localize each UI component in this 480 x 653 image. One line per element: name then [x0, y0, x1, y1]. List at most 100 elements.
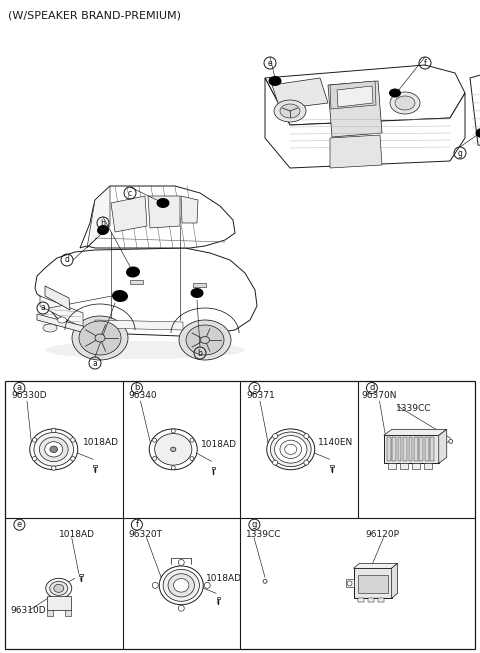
Circle shape	[347, 581, 352, 586]
Circle shape	[190, 456, 194, 460]
Text: 96320T: 96320T	[129, 530, 163, 539]
Circle shape	[33, 456, 37, 461]
Text: a: a	[93, 358, 97, 368]
Bar	[330, 465, 334, 468]
Text: b: b	[198, 349, 203, 357]
Bar	[400, 464, 408, 470]
Polygon shape	[353, 564, 397, 568]
Text: b: b	[101, 219, 106, 227]
Circle shape	[304, 434, 309, 439]
Ellipse shape	[97, 225, 109, 235]
Bar	[414, 438, 418, 461]
Ellipse shape	[79, 321, 121, 355]
Polygon shape	[392, 564, 397, 598]
Polygon shape	[272, 78, 328, 109]
Text: 1339CC: 1339CC	[396, 404, 431, 413]
Circle shape	[304, 460, 309, 465]
Text: b: b	[134, 383, 140, 392]
Circle shape	[153, 438, 156, 442]
Ellipse shape	[50, 446, 58, 453]
Polygon shape	[45, 286, 70, 310]
Bar	[79, 574, 83, 577]
Bar	[420, 438, 423, 461]
Ellipse shape	[170, 447, 176, 452]
Circle shape	[51, 428, 56, 433]
Ellipse shape	[201, 336, 209, 343]
Circle shape	[273, 460, 277, 465]
Text: 1018AD: 1018AD	[83, 438, 119, 447]
Ellipse shape	[46, 579, 72, 598]
Polygon shape	[148, 196, 180, 228]
Text: e: e	[17, 520, 22, 529]
Polygon shape	[130, 280, 143, 284]
Ellipse shape	[280, 440, 301, 458]
Ellipse shape	[95, 334, 105, 342]
Ellipse shape	[270, 432, 311, 467]
Ellipse shape	[126, 266, 140, 278]
Polygon shape	[40, 296, 83, 328]
Bar	[388, 464, 396, 470]
Text: 1018AD: 1018AD	[202, 440, 238, 449]
Bar	[408, 438, 412, 461]
Bar	[430, 438, 434, 461]
Bar	[403, 438, 407, 461]
Text: f: f	[424, 59, 426, 67]
Bar	[65, 611, 71, 616]
Text: g: g	[457, 148, 462, 157]
Circle shape	[33, 438, 37, 442]
Ellipse shape	[285, 444, 297, 454]
Bar	[346, 579, 353, 587]
Ellipse shape	[34, 432, 73, 466]
Ellipse shape	[50, 581, 68, 596]
Polygon shape	[337, 86, 373, 107]
Text: g: g	[252, 520, 257, 529]
Text: d: d	[369, 383, 374, 392]
Bar	[47, 596, 71, 611]
Text: f: f	[135, 520, 138, 529]
Text: 96310D: 96310D	[10, 607, 46, 615]
Circle shape	[171, 429, 175, 433]
Ellipse shape	[268, 76, 281, 86]
Bar	[424, 464, 432, 470]
Ellipse shape	[267, 429, 315, 470]
Polygon shape	[35, 248, 257, 336]
Text: a: a	[41, 304, 46, 313]
Ellipse shape	[72, 316, 128, 360]
Circle shape	[263, 579, 267, 583]
Ellipse shape	[149, 429, 197, 470]
Ellipse shape	[112, 290, 128, 302]
Ellipse shape	[45, 341, 245, 359]
Ellipse shape	[280, 104, 300, 118]
Text: e: e	[268, 59, 272, 67]
Text: 96330D: 96330D	[11, 391, 47, 400]
Polygon shape	[330, 135, 382, 168]
Text: 1018AD: 1018AD	[206, 575, 242, 583]
Circle shape	[190, 438, 194, 442]
Text: a: a	[17, 383, 22, 392]
Circle shape	[71, 456, 75, 461]
Ellipse shape	[156, 198, 169, 208]
Ellipse shape	[159, 566, 203, 605]
Polygon shape	[470, 68, 480, 148]
Text: 1140EN: 1140EN	[318, 438, 353, 447]
Circle shape	[152, 582, 158, 588]
Circle shape	[204, 582, 210, 588]
Ellipse shape	[39, 437, 68, 462]
Ellipse shape	[168, 574, 194, 597]
Polygon shape	[265, 65, 465, 125]
Bar	[94, 465, 97, 468]
Bar	[47, 611, 53, 616]
Polygon shape	[330, 81, 376, 109]
Bar	[216, 597, 220, 599]
Ellipse shape	[395, 96, 415, 110]
Ellipse shape	[30, 429, 78, 470]
Text: 1018AD: 1018AD	[59, 530, 95, 539]
Polygon shape	[384, 429, 447, 436]
Bar	[397, 438, 401, 461]
Bar	[5, 381, 475, 649]
Ellipse shape	[58, 317, 67, 323]
Ellipse shape	[191, 288, 204, 298]
Bar	[387, 438, 391, 461]
Ellipse shape	[43, 324, 57, 332]
Text: c: c	[252, 383, 257, 392]
